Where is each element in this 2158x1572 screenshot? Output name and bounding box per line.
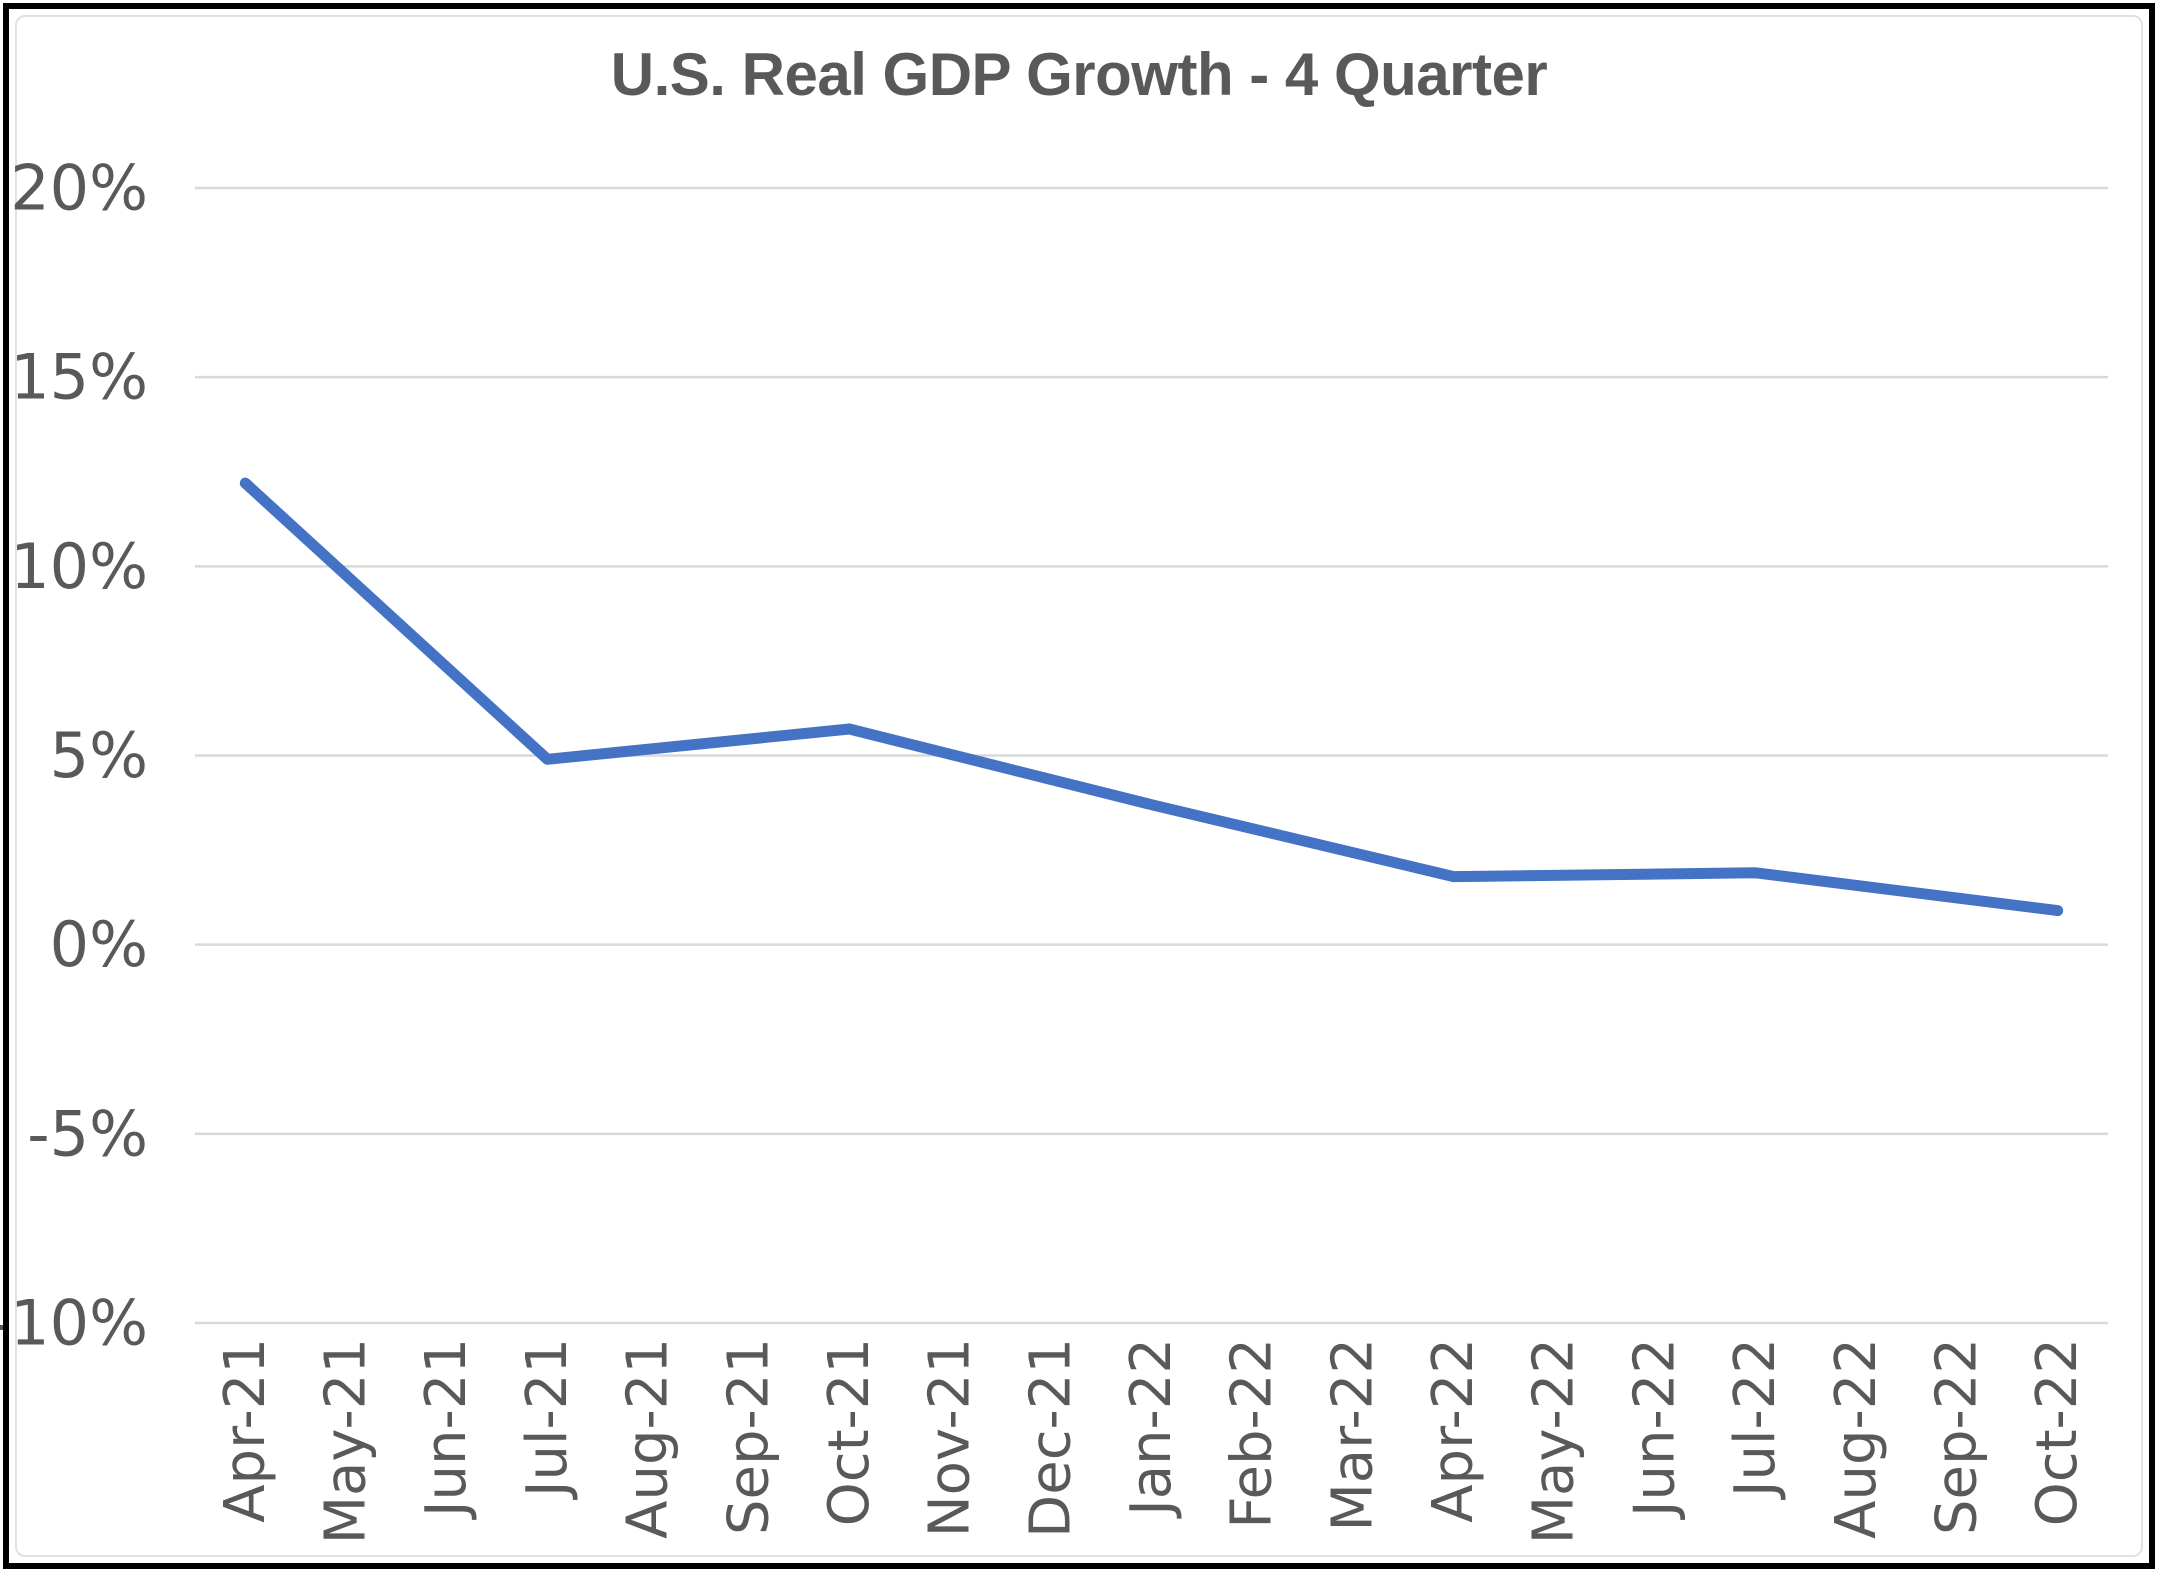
- x-axis-tick-label: Nov-21: [918, 1338, 983, 1537]
- x-axis-tick-label: Aug-21: [616, 1338, 681, 1539]
- y-axis-tick-label: 5%: [50, 719, 148, 792]
- x-axis-tick-label: Jul-21: [515, 1338, 580, 1500]
- x-axis-tick-label: Oct-22: [2025, 1338, 2090, 1526]
- gdp-growth-series-line: [239, 477, 2064, 917]
- x-axis-tick-label: Oct-21: [817, 1338, 882, 1526]
- x-axis-tick-label: Apr-22: [1421, 1338, 1486, 1523]
- x-axis-tick-label: May-22: [1522, 1338, 1587, 1544]
- y-axis-tick-label: -5%: [27, 1097, 148, 1170]
- x-axis-tick-label: Sep-22: [1924, 1338, 1989, 1535]
- x-axis-tick-label: May-21: [314, 1338, 379, 1544]
- x-axis-tick-label: Jul-22: [1723, 1338, 1788, 1500]
- x-axis-tick-label: Jun-21: [414, 1338, 479, 1520]
- y-axis-tick-label: -10%: [0, 1287, 148, 1360]
- x-axis-tick-label: Aug-22: [1824, 1338, 1889, 1539]
- x-axis-tick-label: Jun-22: [1622, 1338, 1687, 1520]
- y-axis-tick-label: 20%: [10, 152, 148, 225]
- x-axis-tick-label: Sep-21: [716, 1338, 781, 1535]
- x-axis-tick-label: Feb-22: [1220, 1338, 1285, 1529]
- x-axis-tick-label: Mar-22: [1320, 1338, 1385, 1532]
- x-axis-tick-label: Dec-21: [1018, 1338, 1083, 1538]
- x-axis-tick-label: Apr-21: [213, 1338, 278, 1523]
- y-axis-tick-label: 0%: [50, 908, 148, 981]
- y-axis-tick-label: 15%: [10, 341, 148, 414]
- x-axis-tick-label: Jan-22: [1119, 1338, 1184, 1519]
- y-axis-tick-label: 10%: [10, 530, 148, 603]
- chart-title: U.S. Real GDP Growth - 4 Quarter: [610, 41, 1548, 108]
